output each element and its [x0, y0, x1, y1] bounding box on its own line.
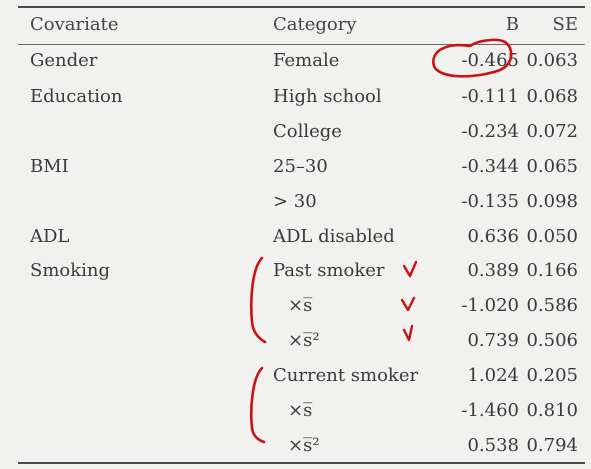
row-9-se: 0.506 [526, 330, 578, 351]
row-3-b: -0.234 [461, 121, 519, 142]
row-12-category: ×s̅² [288, 435, 320, 456]
row-6-se: 0.050 [526, 226, 578, 247]
header-category: Category [273, 14, 357, 35]
row-4-covariate: BMI [30, 156, 69, 177]
row-1-covariate: Gender [30, 50, 98, 71]
header-se: SE [552, 14, 578, 35]
row-7-category: Past smoker [273, 260, 385, 281]
row-7-se: 0.166 [526, 260, 578, 281]
checkmark-2 [400, 296, 416, 312]
row-5-category: > 30 [273, 191, 317, 212]
header-rule [18, 44, 585, 45]
row-10-b: 1.024 [467, 365, 519, 386]
row-1-category: Female [273, 50, 340, 71]
row-2-b: -0.111 [461, 86, 519, 107]
row-3-se: 0.072 [526, 121, 578, 142]
row-7-b: 0.389 [467, 260, 519, 281]
bracket-past-smoker [250, 256, 267, 344]
row-1-se: 0.063 [526, 50, 578, 71]
row-4-b: -0.344 [461, 156, 519, 177]
row-8-se: 0.586 [526, 295, 578, 316]
row-6-b: 0.636 [467, 226, 519, 247]
row-6-covariate: ADL [30, 226, 70, 247]
row-9-b: 0.739 [467, 330, 519, 351]
row-6-category: ADL disabled [273, 226, 395, 247]
checkmark-1 [402, 260, 418, 278]
row-7-covariate: Smoking [30, 260, 111, 281]
row-2-category: High school [273, 86, 382, 107]
row-11-b: -1.460 [461, 400, 519, 421]
row-4-category: 25–30 [273, 156, 328, 177]
header-b: B [505, 14, 519, 35]
row-1-b: -0.465 [461, 50, 519, 71]
row-8-category: ×s̅ [288, 295, 313, 316]
row-11-category: ×s̅ [288, 400, 313, 421]
table-top-rule [18, 6, 585, 8]
row-2-covariate: Education [30, 86, 123, 107]
checkmark-3 [402, 324, 414, 342]
table-bottom-rule [18, 462, 585, 464]
row-2-se: 0.068 [526, 86, 578, 107]
row-8-b: -1.020 [461, 295, 519, 316]
row-12-se: 0.794 [526, 435, 578, 456]
header-covariate: Covariate [30, 14, 119, 35]
row-11-se: 0.810 [526, 400, 578, 421]
row-3-category: College [273, 121, 342, 142]
row-9-category: ×s̅² [288, 330, 320, 351]
row-5-se: 0.098 [526, 191, 578, 212]
row-10-category: Current smoker [273, 365, 419, 386]
row-5-b: -0.135 [461, 191, 519, 212]
bracket-current-smoker [250, 366, 266, 444]
row-4-se: 0.065 [526, 156, 578, 177]
row-12-b: 0.538 [467, 435, 519, 456]
row-10-se: 0.205 [526, 365, 578, 386]
